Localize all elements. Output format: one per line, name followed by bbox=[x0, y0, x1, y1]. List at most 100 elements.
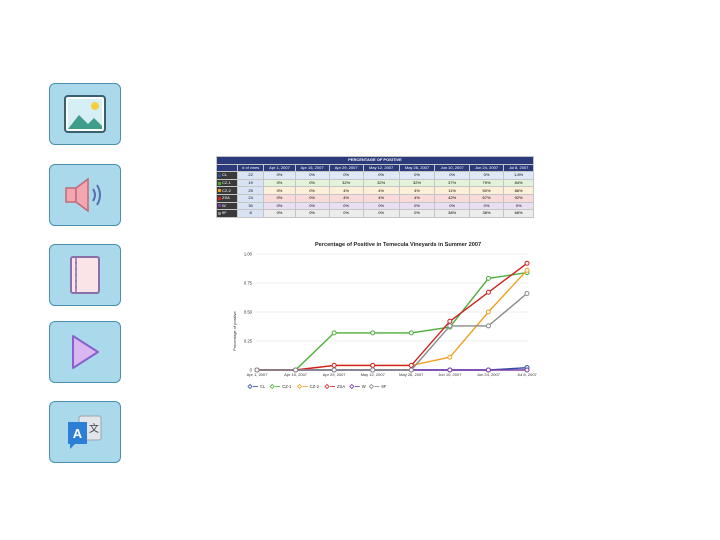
series-line bbox=[257, 262, 528, 371]
legend-marker bbox=[297, 383, 303, 390]
legend-marker bbox=[324, 383, 330, 390]
table-row: CZ-2 25 0% 0% 4% 4% 4% 11% 50% 86% bbox=[216, 186, 534, 195]
data-point bbox=[408, 362, 414, 368]
table-cell: 8 bbox=[236, 209, 265, 218]
y-tick-label: 0.50 bbox=[244, 310, 253, 315]
table-cell: 86% bbox=[503, 186, 534, 195]
data-point bbox=[485, 367, 491, 373]
table-cell: 0% bbox=[263, 171, 296, 180]
table-cell: 32% bbox=[362, 178, 400, 188]
notebook-icon bbox=[70, 256, 100, 294]
audio-tile[interactable] bbox=[49, 164, 121, 226]
data-point bbox=[447, 354, 453, 360]
translate-tile[interactable]: A 文 bbox=[49, 401, 121, 463]
table-cell: 79% bbox=[468, 178, 505, 188]
table-cell: 0% bbox=[263, 178, 296, 188]
speaker-icon bbox=[65, 177, 101, 213]
table-cell: 0% bbox=[294, 209, 330, 218]
table-header: Jul 8, 2007 bbox=[503, 163, 534, 173]
series-line bbox=[257, 292, 528, 371]
y-axis-label: Percentage of positive bbox=[232, 310, 237, 350]
table-cell: 38% bbox=[468, 209, 505, 218]
table-cell: 37% bbox=[434, 178, 470, 188]
data-table: PERCENTAGE OF POSITIVE # of vines Apr 1,… bbox=[216, 156, 534, 218]
table-cell: 0% bbox=[434, 201, 470, 211]
x-tick-label: Jul 8, 2007 bbox=[517, 372, 537, 377]
table-cell: 50% bbox=[468, 186, 505, 195]
legend-label: W bbox=[362, 384, 366, 389]
table-cell: 0% bbox=[503, 201, 534, 211]
data-point bbox=[524, 367, 530, 373]
row-label: ZSA bbox=[216, 193, 238, 203]
data-point bbox=[370, 367, 376, 373]
data-point bbox=[524, 267, 530, 273]
data-point bbox=[447, 367, 453, 373]
legend-label: CZ-1 bbox=[282, 384, 292, 389]
color-swatch bbox=[218, 211, 221, 215]
table-cell: 38% bbox=[434, 209, 470, 218]
table-cell: 22 bbox=[236, 171, 265, 180]
legend-marker bbox=[269, 383, 275, 390]
data-point bbox=[370, 362, 376, 368]
chart-title: Percentage of Positive in Temecula Viney… bbox=[315, 242, 481, 248]
series-line bbox=[257, 271, 528, 371]
legend-marker bbox=[247, 383, 253, 390]
data-point bbox=[370, 330, 376, 336]
data-point bbox=[331, 362, 337, 368]
table-cell: 0% bbox=[468, 201, 505, 211]
table-cell: 0% bbox=[263, 201, 296, 211]
table-cell: 4% bbox=[328, 186, 364, 195]
row-name: ZSA bbox=[222, 195, 230, 201]
table-row: W 30 0% 0% 0% 0% 0% 0% 0% 0% bbox=[216, 201, 534, 211]
color-swatch bbox=[218, 181, 221, 185]
chart-screenshot: PERCENTAGE OF POSITIVE # of vines Apr 1,… bbox=[216, 156, 550, 398]
table-cell: 42% bbox=[434, 193, 470, 203]
table-cell: 19 bbox=[236, 178, 265, 188]
legend-marker bbox=[368, 383, 374, 390]
data-point bbox=[408, 330, 414, 336]
table-row: CZ-1 19 0% 0% 32% 32% 32% 37% 79% 84% bbox=[216, 178, 534, 188]
table-row: CL 22 0% 0% 0% 0% 0% 0% 0% 1.8% bbox=[216, 171, 534, 180]
table-cell: 0% bbox=[328, 209, 364, 218]
y-tick-label: 1.00 bbox=[244, 252, 253, 257]
data-point bbox=[254, 367, 260, 373]
series-line bbox=[257, 269, 528, 371]
table-cell: 67% bbox=[468, 193, 505, 203]
table-cell: 0% bbox=[294, 178, 330, 188]
table-header: May 12, 2007 bbox=[362, 163, 400, 173]
row-label: W bbox=[216, 201, 238, 211]
data-point bbox=[524, 290, 530, 296]
legend-label: CZ-2 bbox=[310, 384, 320, 389]
table-header: Jun 10, 2007 bbox=[434, 163, 470, 173]
table-cell: 0% bbox=[263, 186, 296, 195]
table-cell: 92% bbox=[503, 193, 534, 203]
table-cell: 30 bbox=[236, 201, 265, 211]
table-cell: 84% bbox=[503, 178, 534, 188]
row-label: CZ-2 bbox=[216, 186, 238, 195]
y-tick-label: 0.25 bbox=[244, 339, 253, 344]
table-header: Jun 24, 2007 bbox=[468, 163, 505, 173]
data-point bbox=[485, 323, 491, 329]
table-cell: 0% bbox=[362, 209, 400, 218]
row-name: 9F bbox=[222, 210, 227, 216]
x-tick-label: Apr 1, 2007 bbox=[247, 372, 268, 377]
notebook-tile[interactable] bbox=[49, 244, 121, 306]
image-tile[interactable] bbox=[49, 83, 121, 145]
table-row: ZSA 24 0% 0% 4% 4% 4% 42% 67% 92% bbox=[216, 193, 534, 203]
table-cell: 25 bbox=[236, 186, 265, 195]
table-header: Apr 29, 2007 bbox=[328, 163, 364, 173]
table-cell: 0% bbox=[294, 171, 330, 180]
video-tile[interactable] bbox=[49, 321, 121, 383]
data-point bbox=[408, 367, 414, 373]
x-tick-label: Jun 24, 2007 bbox=[477, 372, 501, 377]
translate-icon: A 文 bbox=[68, 415, 102, 449]
row-name: CZ-2 bbox=[222, 187, 231, 193]
color-swatch bbox=[218, 173, 221, 177]
color-swatch bbox=[218, 189, 221, 193]
x-tick-label: May 12, 2007 bbox=[361, 372, 386, 377]
table-cell: 66% bbox=[503, 209, 534, 218]
table-cell: 4% bbox=[398, 193, 436, 203]
image-icon bbox=[64, 95, 106, 133]
table-header: Apr 1, 2007 bbox=[263, 163, 296, 173]
x-tick-label: Apr 29, 2007 bbox=[323, 372, 347, 377]
